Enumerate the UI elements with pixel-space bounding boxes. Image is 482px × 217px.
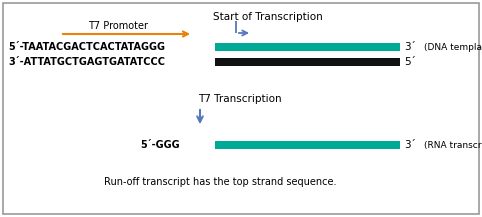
Text: 3´: 3´ bbox=[404, 42, 416, 52]
Text: (DNA template): (DNA template) bbox=[424, 43, 482, 51]
Bar bbox=[215, 141, 400, 149]
Text: 5´: 5´ bbox=[404, 57, 416, 67]
Text: 5´-TAATACGACTCACTATAGGG: 5´-TAATACGACTCACTATAGGG bbox=[8, 42, 165, 52]
Text: 3´: 3´ bbox=[404, 140, 416, 150]
Text: Start of Transcription: Start of Transcription bbox=[213, 12, 323, 22]
Text: 3´-ATTATGCTGAGTGATATCCC: 3´-ATTATGCTGAGTGATATCCC bbox=[8, 57, 165, 67]
Text: T7 Promoter: T7 Promoter bbox=[88, 21, 148, 31]
Text: 5´-GGG: 5´-GGG bbox=[140, 140, 180, 150]
Bar bbox=[215, 58, 400, 66]
Bar bbox=[215, 43, 400, 51]
Text: (RNA transcript): (RNA transcript) bbox=[424, 140, 482, 150]
Text: T7 Transcription: T7 Transcription bbox=[198, 94, 282, 104]
Text: Run-off transcript has the top strand sequence.: Run-off transcript has the top strand se… bbox=[104, 177, 336, 187]
